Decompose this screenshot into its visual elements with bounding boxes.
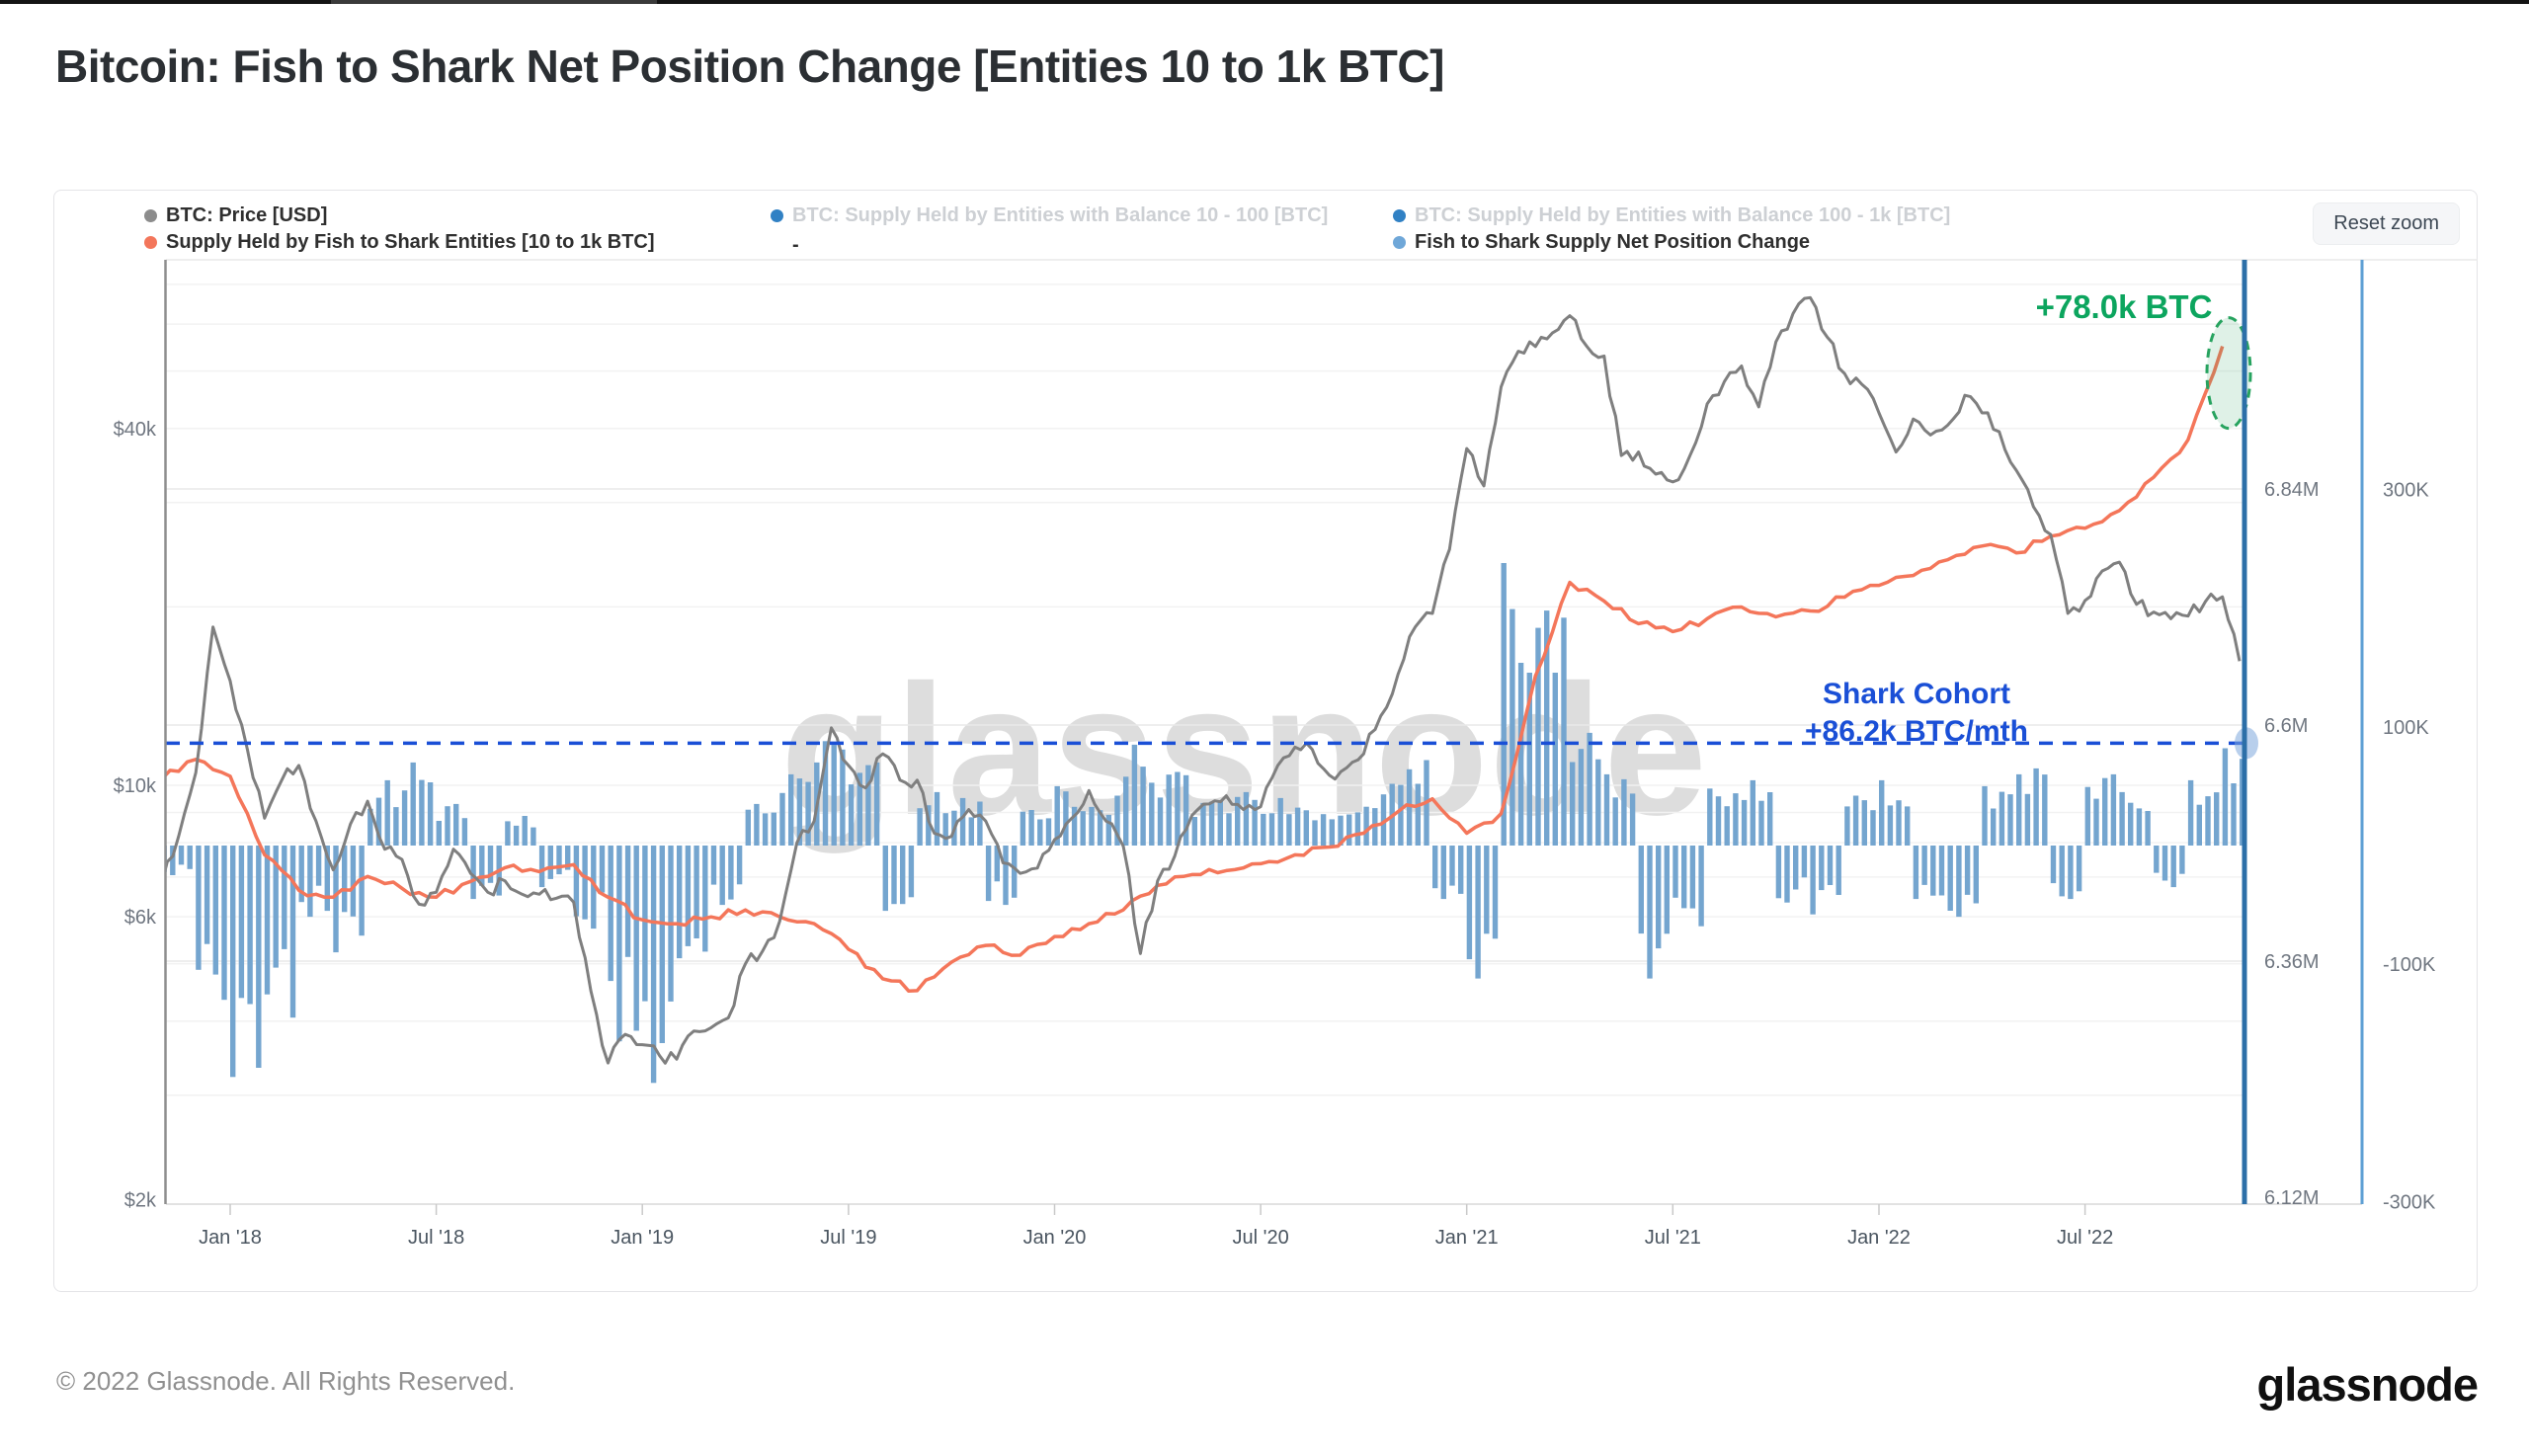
legend-item-3[interactable]: - bbox=[792, 233, 799, 257]
svg-text:Jan '21: Jan '21 bbox=[1435, 1227, 1499, 1249]
window-top-edge-segment bbox=[331, 0, 657, 4]
svg-text:Jul '18: Jul '18 bbox=[408, 1227, 464, 1249]
legend-item-1[interactable]: Supply Held by Fish to Shark Entities [1… bbox=[144, 230, 655, 254]
copyright-text: © 2022 Glassnode. All Rights Reserved. bbox=[56, 1366, 516, 1396]
svg-text:6.6M: 6.6M bbox=[2264, 715, 2308, 737]
svg-text:Jul '19: Jul '19 bbox=[820, 1227, 876, 1249]
svg-text:Jul '20: Jul '20 bbox=[1233, 1227, 1289, 1249]
svg-text:-300K: -300K bbox=[2383, 1192, 2436, 1214]
legend-item-label: Fish to Shark Supply Net Position Change bbox=[1415, 230, 1811, 253]
svg-text:$6k: $6k bbox=[124, 907, 157, 929]
legend-item-label: BTC: Supply Held by Entities with Balanc… bbox=[1415, 203, 1951, 226]
legend-item-label: BTC: Supply Held by Entities with Balanc… bbox=[792, 203, 1329, 226]
legend-item-4[interactable]: BTC: Supply Held by Entities with Balanc… bbox=[1393, 203, 1950, 227]
legend-item-label: Supply Held by Fish to Shark Entities [1… bbox=[166, 230, 655, 253]
legend-dot-icon bbox=[144, 235, 157, 249]
legend-dot-icon bbox=[144, 208, 157, 222]
svg-text:$2k: $2k bbox=[124, 1189, 157, 1211]
svg-text:300K: 300K bbox=[2383, 480, 2429, 502]
svg-text:-100K: -100K bbox=[2383, 954, 2436, 976]
svg-text:6.12M: 6.12M bbox=[2264, 1187, 2320, 1209]
svg-text:Jan '19: Jan '19 bbox=[611, 1227, 674, 1249]
svg-text:$10k: $10k bbox=[114, 775, 157, 797]
svg-text:Jul '22: Jul '22 bbox=[2057, 1227, 2113, 1249]
legend-item-label: BTC: Price [USD] bbox=[166, 203, 328, 226]
svg-text:100K: 100K bbox=[2383, 717, 2429, 739]
svg-text:Jan '20: Jan '20 bbox=[1023, 1227, 1087, 1249]
legend-item-label: - bbox=[792, 233, 799, 256]
chart-card bbox=[53, 190, 2478, 1292]
svg-text:Jul '21: Jul '21 bbox=[1645, 1227, 1701, 1249]
window-top-edge bbox=[0, 0, 2529, 4]
page-title: Bitcoin: Fish to Shark Net Position Chan… bbox=[55, 40, 1444, 92]
legend-item-2[interactable]: BTC: Supply Held by Entities with Balanc… bbox=[771, 203, 1328, 227]
legend-dot-icon bbox=[1393, 235, 1406, 249]
svg-text:Jan '18: Jan '18 bbox=[199, 1227, 262, 1249]
svg-text:6.84M: 6.84M bbox=[2264, 479, 2320, 501]
legend-dot-icon bbox=[771, 208, 783, 222]
glassnode-logo: glassnode bbox=[2256, 1358, 2479, 1411]
legend-dot-icon bbox=[1393, 208, 1406, 222]
reset-zoom-button[interactable]: Reset zoom bbox=[2313, 202, 2460, 245]
legend-item-5[interactable]: Fish to Shark Supply Net Position Change bbox=[1393, 230, 1810, 254]
legend-item-0[interactable]: BTC: Price [USD] bbox=[144, 203, 327, 227]
svg-text:$40k: $40k bbox=[114, 419, 157, 441]
svg-text:Jan '22: Jan '22 bbox=[1847, 1227, 1911, 1249]
svg-text:6.36M: 6.36M bbox=[2264, 951, 2320, 973]
